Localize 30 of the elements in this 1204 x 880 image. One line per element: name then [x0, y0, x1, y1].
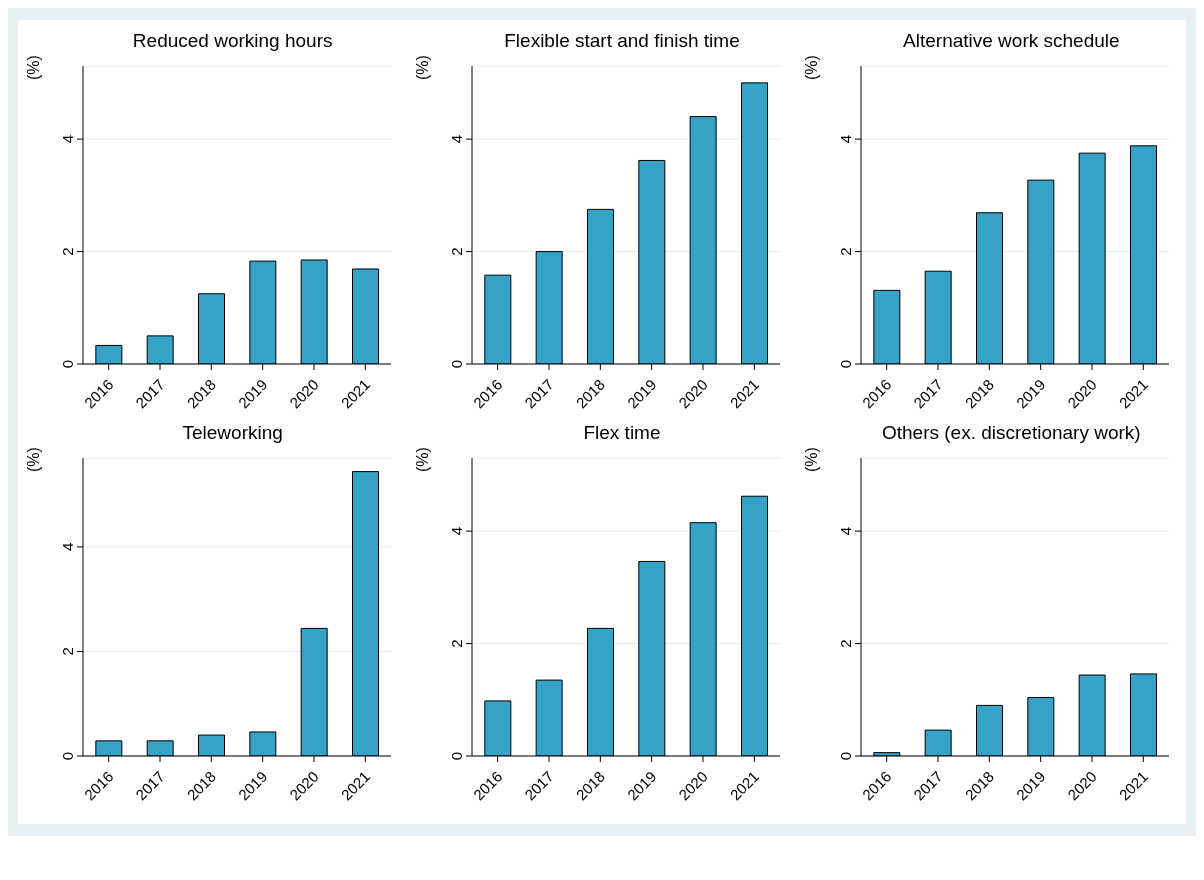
y-tick-label: 2 [447, 639, 465, 648]
y-tick-label: 0 [447, 359, 465, 369]
y-tick-label: 2 [58, 247, 76, 256]
y-tick-label: 0 [58, 751, 76, 761]
y-axis-title: (%) [413, 55, 431, 80]
y-tick-label: 4 [58, 542, 76, 552]
y-tick-label: 2 [837, 247, 855, 256]
y-tick-label: 2 [447, 247, 465, 256]
y-tick-label: 4 [837, 526, 855, 536]
y-axis-title: (%) [24, 55, 42, 80]
y-tick-label: 2 [837, 639, 855, 648]
y-tick-label: 0 [447, 751, 465, 761]
y-tick-label: 0 [837, 359, 855, 369]
y-tick-label: 0 [837, 751, 855, 761]
chart-title: Reduced working hours [131, 30, 334, 53]
y-axis-title: (%) [802, 447, 820, 472]
chart-title: Flexible start and finish time [503, 30, 741, 53]
chart-title: Others (ex. discretionary work) [880, 422, 1142, 445]
y-axis-title: (%) [802, 55, 820, 80]
chart-title: Teleworking [181, 422, 284, 445]
chart-title: Flex time [582, 422, 662, 445]
y-tick-label: 2 [58, 647, 76, 656]
y-tick-label: 4 [447, 526, 465, 536]
y-axis-title: (%) [24, 447, 42, 472]
y-tick-label: 0 [58, 359, 76, 369]
chart-title: Alternative work schedule [902, 30, 1121, 53]
y-tick-label: 4 [837, 134, 855, 144]
y-axis-title: (%) [413, 447, 431, 472]
y-tick-label: 4 [447, 134, 465, 144]
y-tick-label: 4 [58, 134, 76, 144]
